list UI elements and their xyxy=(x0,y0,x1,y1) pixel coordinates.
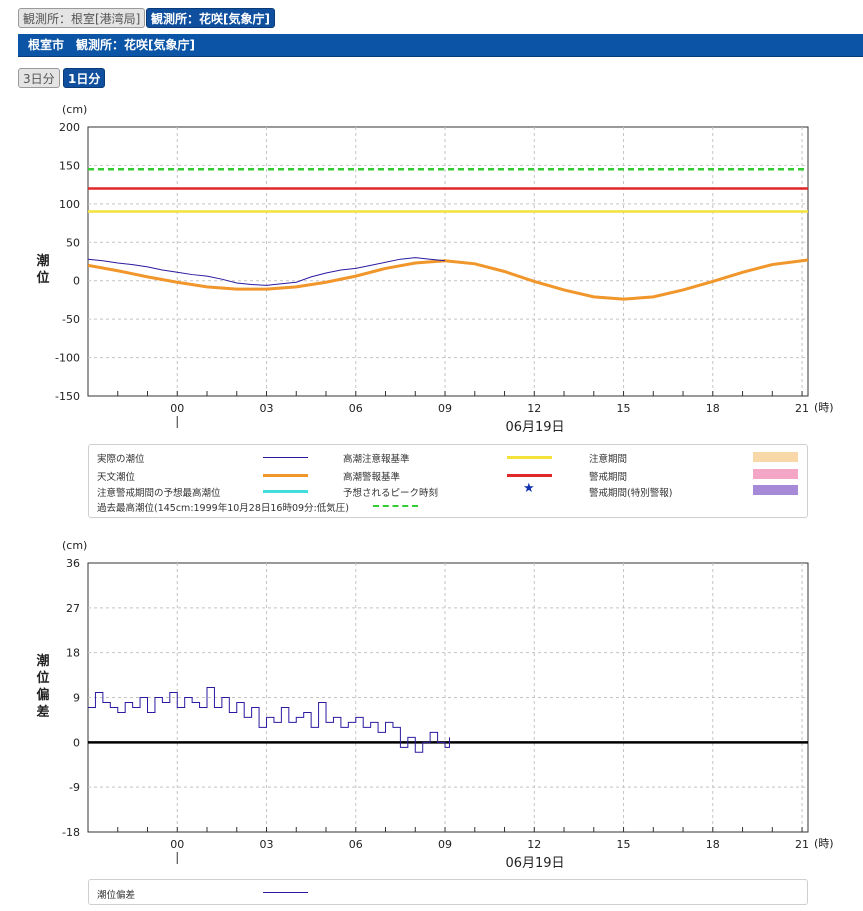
y-tick-label: 150 xyxy=(59,159,80,172)
y-tick-label: 0 xyxy=(73,736,80,749)
x-tick-label: 18 xyxy=(706,838,720,851)
legend-label-warning-period: 警戒期間 xyxy=(589,472,628,483)
series-astronomical-tide xyxy=(88,258,808,301)
legend-swatch-warning-period xyxy=(753,469,798,479)
x-tick-label: 12 xyxy=(527,838,541,851)
legend-swatch-warning-standard xyxy=(507,474,552,477)
range-tab-3days[interactable]: 3日分 xyxy=(18,68,60,88)
legend-label-peak-time: 予想されるピーク時刻 xyxy=(343,488,439,499)
legend-swatch-special-period xyxy=(753,485,798,495)
series-tide-anomaly xyxy=(88,687,450,753)
x-tick-label: 12 xyxy=(527,402,541,415)
star-icon: ★ xyxy=(523,481,535,496)
legend-label-special-period: 警戒期間(特別警報) xyxy=(589,488,673,499)
anomaly-legend: 潮位偏差 xyxy=(88,879,808,905)
x-tick-label: 21 xyxy=(795,838,809,851)
y-tick-label: 18 xyxy=(66,647,80,660)
x-tick-label: 18 xyxy=(706,402,720,415)
legend-swatch-observed xyxy=(263,457,308,458)
legend-swatch-forecast-peak xyxy=(263,490,308,493)
y-tick-label: -18 xyxy=(62,826,80,839)
legend-label-anomaly: 潮位偏差 xyxy=(97,890,136,901)
legend-swatch-astronomical xyxy=(263,474,308,477)
date-label: 06月19日 xyxy=(505,420,564,435)
range-tab-1day[interactable]: 1日分 xyxy=(63,68,106,88)
x-tick-label: 00 xyxy=(170,402,184,415)
y-tick-label: -150 xyxy=(55,390,80,403)
legend-label-forecast-peak: 注意警戒期間の予想最高潮位 xyxy=(97,488,221,499)
x-tick-label: 03 xyxy=(260,838,274,851)
y-tick-label: 50 xyxy=(66,236,80,249)
legend-label-record: 過去最高潮位(145cm:1999年10月28日16時09分:低気圧) xyxy=(97,503,349,514)
y-tick-label: 200 xyxy=(59,121,80,134)
x-tick-label: 09 xyxy=(438,402,452,415)
x-tick-label: 06 xyxy=(349,838,363,851)
legend-label-caution-standard: 高潮注意報基準 xyxy=(343,454,410,465)
legend-swatch-caution-standard xyxy=(507,456,552,459)
legend-swatch-anomaly xyxy=(263,892,308,893)
y-tick-label: -50 xyxy=(62,313,80,326)
station-tab-hanasaki[interactable]: 観測所：花咲[気象庁] xyxy=(146,8,275,28)
x-unit-label: (時) xyxy=(814,401,834,414)
x-tick-label: 03 xyxy=(260,402,274,415)
y-tick-label: -9 xyxy=(69,781,80,794)
x-tick-label: 00 xyxy=(170,838,184,851)
legend-label-astronomical: 天文潮位 xyxy=(97,472,136,483)
x-tick-label: 21 xyxy=(795,402,809,415)
x-tick-label: 09 xyxy=(438,838,452,851)
y-axis-label: 潮位 xyxy=(36,253,49,286)
date-label: 06月19日 xyxy=(505,856,564,871)
x-unit-label: (時) xyxy=(814,837,834,850)
station-tab-nemuro[interactable]: 観測所：根室[港湾局] xyxy=(18,8,146,28)
x-tick-label: 15 xyxy=(617,402,631,415)
series-observed-tide xyxy=(88,257,446,286)
legend-label-caution-period: 注意期間 xyxy=(589,454,628,465)
legend-label-warning-standard: 高潮警報基準 xyxy=(343,472,401,483)
y-unit-label: (cm) xyxy=(62,539,87,552)
y-unit-label: (cm) xyxy=(62,103,87,116)
legend-label-observed: 実際の潮位 xyxy=(97,454,145,465)
legend-swatch-caution-period xyxy=(753,452,798,462)
y-tick-label: 9 xyxy=(73,692,80,705)
x-tick-label: 06 xyxy=(349,402,363,415)
y-tick-label: 0 xyxy=(73,275,80,288)
station-header: 根室市 観測所：花咲[気象庁] xyxy=(18,34,863,57)
y-tick-label: -100 xyxy=(55,352,80,365)
y-axis-label: 潮位偏差 xyxy=(36,653,49,720)
legend-swatch-record xyxy=(373,505,418,507)
y-tick-label: 27 xyxy=(66,602,80,615)
y-tick-label: 100 xyxy=(59,198,80,211)
x-tick-label: 15 xyxy=(617,838,631,851)
tide-legend: 実際の潮位 天文潮位 注意警戒期間の予想最高潮位 高潮注意報基準 高潮警報基準 … xyxy=(88,444,808,518)
y-tick-label: 36 xyxy=(66,557,80,570)
